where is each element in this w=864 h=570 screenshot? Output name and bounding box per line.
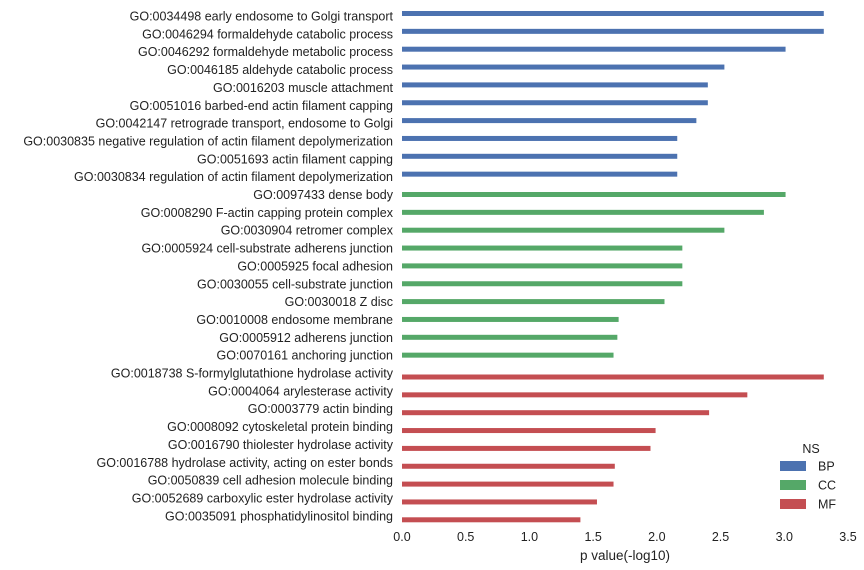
bar-bp	[402, 11, 824, 16]
category-label: GO:0042147 retrograde transport, endosom…	[96, 117, 393, 131]
legend-label-bp: BP	[818, 460, 835, 474]
category-label: GO:0010008 endosome membrane	[196, 313, 393, 327]
category-label: GO:0030018 Z disc	[285, 295, 393, 309]
bar-mf	[402, 463, 615, 469]
category-labels: GO:0034498 early endosome to Golgi trans…	[23, 10, 393, 524]
category-label: GO:0008290 F-actin capping protein compl…	[141, 206, 394, 220]
bar-bp	[402, 82, 708, 88]
category-label: GO:0035091 phosphatidylinositol binding	[165, 509, 393, 523]
category-label: GO:0016790 thiolester hydrolase activity	[168, 438, 394, 452]
bar-cc	[402, 227, 725, 233]
bar-bp	[402, 46, 786, 52]
category-label: GO:0004064 arylesterase activity	[208, 384, 394, 398]
bar-bp	[402, 100, 708, 106]
bar-bp	[402, 135, 678, 141]
x-tick-label: 3.5	[839, 530, 856, 544]
x-axis-ticks: 0.0 0.5 1.0 1.5 2.0 2.5 3.0 3.5	[393, 530, 856, 544]
x-tick-label: 3.0	[776, 530, 793, 544]
category-label: GO:0008092 cytoskeletal protein binding	[167, 420, 393, 434]
category-label: GO:0016788 hydrolase activity, acting on…	[97, 456, 393, 470]
legend-swatch-cc	[780, 480, 806, 490]
bar-cc	[402, 281, 683, 287]
bar-mf	[402, 392, 748, 398]
category-label: GO:0016203 muscle attachment	[213, 81, 393, 95]
category-label: GO:0030834 regulation of actin filament …	[74, 170, 393, 184]
bar-bp	[402, 171, 678, 177]
legend-label-mf: MF	[818, 498, 836, 512]
bar-mf	[402, 410, 710, 416]
category-label: GO:0046292 formaldehyde metabolic proces…	[138, 45, 393, 59]
x-tick-label: 2.5	[712, 530, 729, 544]
category-label: GO:0003779 actin binding	[248, 402, 393, 416]
category-label: GO:0070161 anchoring junction	[216, 349, 393, 363]
category-label: GO:0005925 focal adhesion	[237, 259, 393, 273]
category-label: GO:0046185 aldehyde catabolic process	[167, 63, 393, 77]
category-label: GO:0051016 barbed-end actin filament cap…	[130, 99, 393, 113]
category-label: GO:0030055 cell-substrate junction	[197, 277, 393, 291]
x-tick-label: 1.5	[584, 530, 601, 544]
bar-cc	[402, 334, 618, 340]
category-label: GO:0097433 dense body	[253, 188, 393, 202]
category-label: GO:0030904 retromer complex	[221, 224, 394, 238]
x-tick-label: 2.0	[648, 530, 665, 544]
category-label: GO:0005912 adherens junction	[219, 331, 393, 345]
x-axis-title: p value(-log10)	[580, 548, 670, 563]
bar-cc	[402, 352, 614, 358]
x-tick-label: 0.0	[393, 530, 410, 544]
category-label: GO:0051693 actin filament capping	[197, 152, 393, 166]
bar-cc	[402, 245, 683, 251]
legend-swatch-mf	[780, 499, 806, 509]
bar-mf	[402, 517, 581, 523]
x-tick-label: 0.5	[457, 530, 474, 544]
bar-cc	[402, 209, 764, 215]
category-label: GO:0018738 S-formylglutathione hydrolase…	[111, 367, 394, 381]
category-label: GO:0030835 negative regulation of actin …	[23, 134, 393, 148]
bar-cc	[402, 316, 619, 322]
bar-mf	[402, 499, 597, 505]
category-label: GO:0046294 formaldehyde catabolic proces…	[142, 27, 393, 41]
bar-cc	[402, 299, 665, 305]
legend-swatch-bp	[780, 461, 806, 471]
bar-mf	[402, 445, 651, 451]
legend-label-cc: CC	[818, 479, 836, 493]
category-label: GO:0034498 early endosome to Golgi trans…	[130, 10, 394, 24]
bar-bp	[402, 28, 824, 34]
bar-bp	[402, 64, 725, 70]
bar-mf	[402, 374, 824, 380]
category-label: GO:0052689 carboxylic ester hydrolase ac…	[132, 491, 394, 505]
bar-bp	[402, 118, 697, 124]
bar-mf	[402, 481, 614, 487]
bar-cc	[402, 192, 786, 197]
bar-bp	[402, 153, 678, 159]
category-label: GO:0005924 cell-substrate adherens junct…	[141, 242, 393, 256]
bars-layer	[402, 11, 824, 523]
legend: NS BP CC MF	[780, 442, 836, 512]
legend-title: NS	[802, 442, 819, 456]
category-label: GO:0050839 cell adhesion molecule bindin…	[148, 474, 393, 488]
bar-cc	[402, 263, 683, 269]
bar-mf	[402, 428, 656, 434]
x-tick-label: 1.0	[521, 530, 538, 544]
